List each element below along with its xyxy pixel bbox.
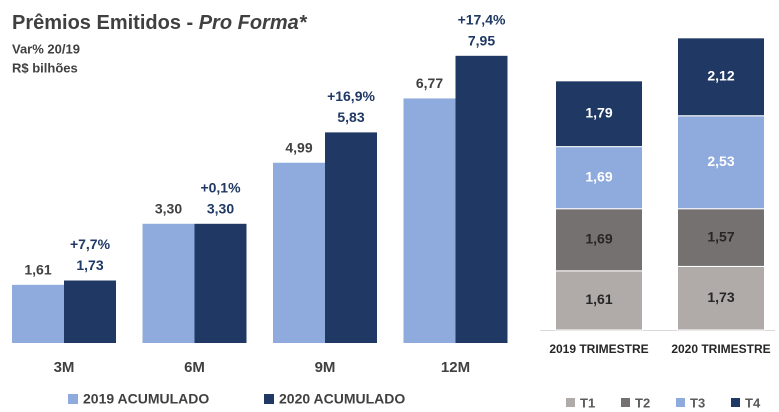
legend-swatch xyxy=(566,398,575,407)
value-label: 1,61 xyxy=(585,291,612,307)
chart-title: Prêmios Emitidos - Pro Forma* xyxy=(12,12,308,34)
value-label: 1,79 xyxy=(585,104,612,120)
value-label: 1,73 xyxy=(707,289,734,305)
value-label: 4,99 xyxy=(285,139,312,155)
annotation: +16,9% xyxy=(327,88,375,104)
bar-segment xyxy=(677,37,765,117)
x-tick-label: 6M xyxy=(184,359,205,376)
value-label: 1,61 xyxy=(24,262,51,278)
legend-label: T1 xyxy=(580,395,595,410)
value-label: 2,53 xyxy=(707,153,734,169)
subtitle: R$ bilhões xyxy=(12,60,78,75)
bar xyxy=(455,55,508,344)
annotation: +7,7% xyxy=(70,236,111,252)
bar-segment xyxy=(677,265,765,331)
legend-label: T4 xyxy=(745,395,761,410)
x-tick-label: 2020 TRIMESTRE xyxy=(671,342,770,356)
x-tick-label: 2019 TRIMESTRE xyxy=(549,342,648,356)
bar xyxy=(64,280,116,343)
value-label: 1,57 xyxy=(707,228,734,244)
legend-swatch xyxy=(264,394,274,404)
x-tick-label: 12M xyxy=(441,359,470,376)
bar xyxy=(403,98,456,343)
legend-swatch xyxy=(731,398,740,407)
legend-label: 2020 ACUMULADO xyxy=(279,391,405,407)
value-label: 6,77 xyxy=(416,75,443,91)
title-part: Pro Forma* xyxy=(199,12,308,34)
bar-segment xyxy=(677,115,765,210)
bar xyxy=(194,223,247,343)
legend-swatch xyxy=(621,398,630,407)
legend-swatch xyxy=(676,398,685,407)
title-part: Prêmios Emitidos - xyxy=(12,12,199,34)
legend-label: 2019 ACUMULADO xyxy=(83,391,209,407)
bar xyxy=(142,223,195,343)
annotation: +17,4% xyxy=(458,12,506,28)
x-tick-label: 9M xyxy=(315,359,336,376)
subtitle: Var% 20/19 xyxy=(12,41,80,56)
legend-label: T3 xyxy=(690,395,705,410)
bar xyxy=(325,132,377,343)
bar-segment xyxy=(555,270,643,331)
bar-segment xyxy=(677,208,765,267)
value-label: 3,30 xyxy=(207,200,234,216)
value-label: 5,83 xyxy=(337,109,364,125)
x-tick-label: 3M xyxy=(54,359,75,376)
value-label: 7,95 xyxy=(468,33,495,49)
value-label: 1,69 xyxy=(585,168,612,184)
bar xyxy=(12,284,64,343)
bar xyxy=(273,162,325,343)
bar-segment xyxy=(555,80,643,148)
bar-segment xyxy=(555,208,643,272)
value-label: 1,73 xyxy=(76,257,103,273)
annotation: +0,1% xyxy=(200,179,241,195)
value-label: 2,12 xyxy=(707,67,734,83)
value-label: 1,69 xyxy=(585,230,612,246)
legend-swatch xyxy=(68,394,78,404)
value-label: 3,30 xyxy=(155,200,182,216)
legend-label: T2 xyxy=(635,395,650,410)
